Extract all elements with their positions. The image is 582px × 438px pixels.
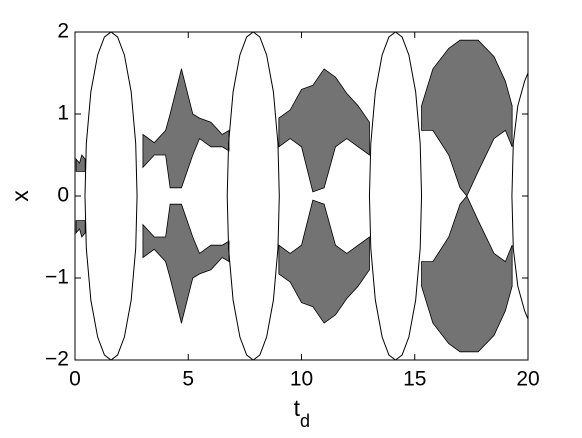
- y-tick-label: 1: [57, 102, 69, 125]
- y-tick-label: 0: [57, 184, 69, 207]
- orbit-curve: [511, 72, 528, 197]
- orbit-curve: [368, 195, 423, 360]
- x-tick-label: 20: [516, 368, 539, 391]
- x-tick-label: 0: [69, 368, 81, 391]
- orbit-curve: [226, 32, 280, 197]
- chaotic-band: [75, 220, 86, 238]
- orbit-curve: [226, 195, 280, 360]
- x-axis-label: t: [294, 395, 301, 421]
- orbit-curve: [368, 32, 423, 197]
- orbit-curve: [84, 32, 138, 197]
- orbit-curve: [511, 195, 528, 320]
- x-tick-label: 15: [403, 368, 426, 391]
- x-axis-label-subscript: d: [300, 411, 310, 431]
- chaotic-band: [421, 39, 513, 197]
- orbit-curve: [84, 195, 138, 360]
- plot-area: [75, 32, 528, 360]
- y-tick-label: 2: [57, 20, 69, 43]
- chaotic-band: [142, 68, 230, 189]
- y-tick-label: −2: [45, 348, 69, 371]
- y-axis-label: x: [7, 190, 33, 202]
- chaotic-band: [278, 68, 370, 193]
- chaotic-band: [421, 195, 513, 353]
- x-tick-label: 10: [290, 368, 313, 391]
- y-tick-label: −1: [45, 266, 69, 289]
- chaotic-band: [278, 199, 370, 324]
- chaotic-band: [75, 154, 86, 172]
- x-tick-label: 5: [182, 368, 194, 391]
- chaotic-band: [142, 203, 230, 324]
